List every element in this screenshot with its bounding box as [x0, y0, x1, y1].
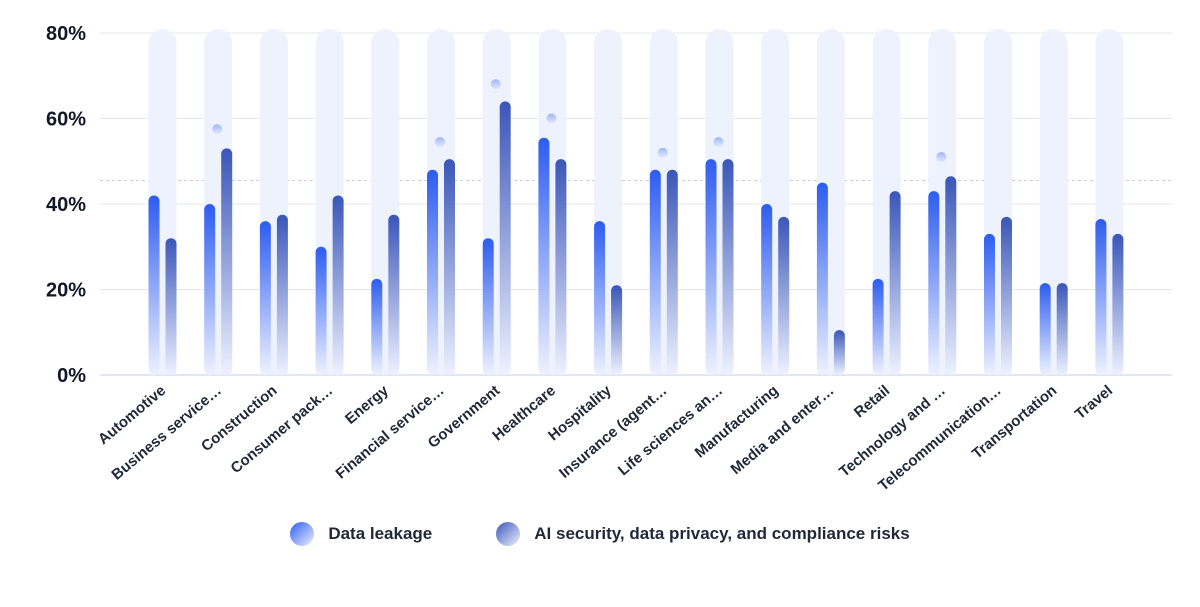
bar-data-leakage: [259, 221, 271, 375]
legend-label: AI security, data privacy, and complianc…: [534, 524, 910, 543]
bar-ai-security: [666, 169, 678, 375]
bar-ai-security: [388, 214, 400, 375]
bar-ai-security: [221, 148, 233, 375]
bar-data-leakage: [204, 204, 216, 375]
bar-data-leakage: [984, 233, 995, 375]
bar-ai-security: [444, 159, 455, 375]
bar-ai-security: [889, 191, 901, 375]
bar-data-leakage: [1095, 218, 1107, 375]
bar-ai-security: [555, 159, 567, 375]
legend-swatch-data-leakage: [290, 522, 315, 546]
bar-data-leakage: [705, 159, 717, 375]
x-tick-label: Insurance (agent…: [556, 382, 670, 482]
bar-ai-security: [276, 214, 288, 375]
x-tick-label: Energy: [342, 382, 392, 428]
x-tick-label: Business service…: [108, 382, 224, 483]
bar-data-leakage: [1039, 283, 1051, 375]
x-tick-label: Travel: [1072, 382, 1116, 423]
y-tick-label: 0%: [57, 365, 86, 387]
y-tick-label: 40%: [46, 194, 86, 216]
x-tick-label: Life sciences an…: [615, 382, 726, 479]
bar-ai-security: [611, 285, 623, 375]
bar-ai-security: [1001, 216, 1012, 375]
bar-data-leakage: [148, 195, 160, 375]
legend-label: Data leakage: [328, 524, 433, 543]
bar-data-leakage: [928, 191, 940, 375]
bar-data-leakage: [761, 204, 773, 375]
bar-ai-security: [945, 176, 957, 375]
bar-ai-security: [833, 330, 845, 375]
bar-ai-security: [332, 195, 344, 375]
bar-ai-security: [722, 159, 734, 375]
marker-dot: [657, 147, 668, 158]
marker-dot: [490, 79, 501, 90]
legend-item-ai-security[interactable]: AI security, data privacy, and complianc…: [496, 522, 910, 546]
bar-data-leakage: [594, 221, 606, 375]
y-tick-label: 80%: [46, 23, 86, 45]
x-tick-label: Consumer pack…: [228, 382, 337, 477]
bar-data-leakage: [816, 182, 828, 375]
legend-swatch-ai-security: [496, 522, 521, 546]
bar-data-leakage: [538, 137, 550, 375]
bar-data-leakage: [427, 169, 438, 375]
marker-dot: [936, 151, 947, 162]
marker-dot: [546, 113, 557, 124]
x-tick-label: Retail: [851, 382, 893, 421]
legend-item-data-leakage[interactable]: Data leakage: [290, 522, 432, 546]
x-tick-label: Media and enter…: [728, 382, 838, 478]
y-tick-label: 60%: [46, 109, 86, 131]
bar-ai-security: [1056, 283, 1068, 375]
x-tick-label: Financial service…: [333, 382, 448, 482]
bar-data-leakage: [649, 169, 661, 375]
bar-ai-security: [778, 216, 790, 375]
bar-data-leakage: [482, 238, 494, 375]
bar-data-leakage: [872, 278, 884, 375]
bar-ai-security: [1112, 233, 1124, 375]
bar-data-leakage: [315, 246, 327, 375]
bar-data-leakage: [371, 278, 383, 375]
legend: Data leakage AI security, data privacy, …: [0, 522, 1200, 546]
bar-ai-security: [499, 101, 511, 376]
marker-dot: [713, 137, 724, 148]
marker-dot: [212, 124, 223, 135]
marker-dot: [435, 137, 445, 148]
bar-ai-security: [165, 238, 177, 375]
y-tick-label: 20%: [46, 280, 86, 302]
